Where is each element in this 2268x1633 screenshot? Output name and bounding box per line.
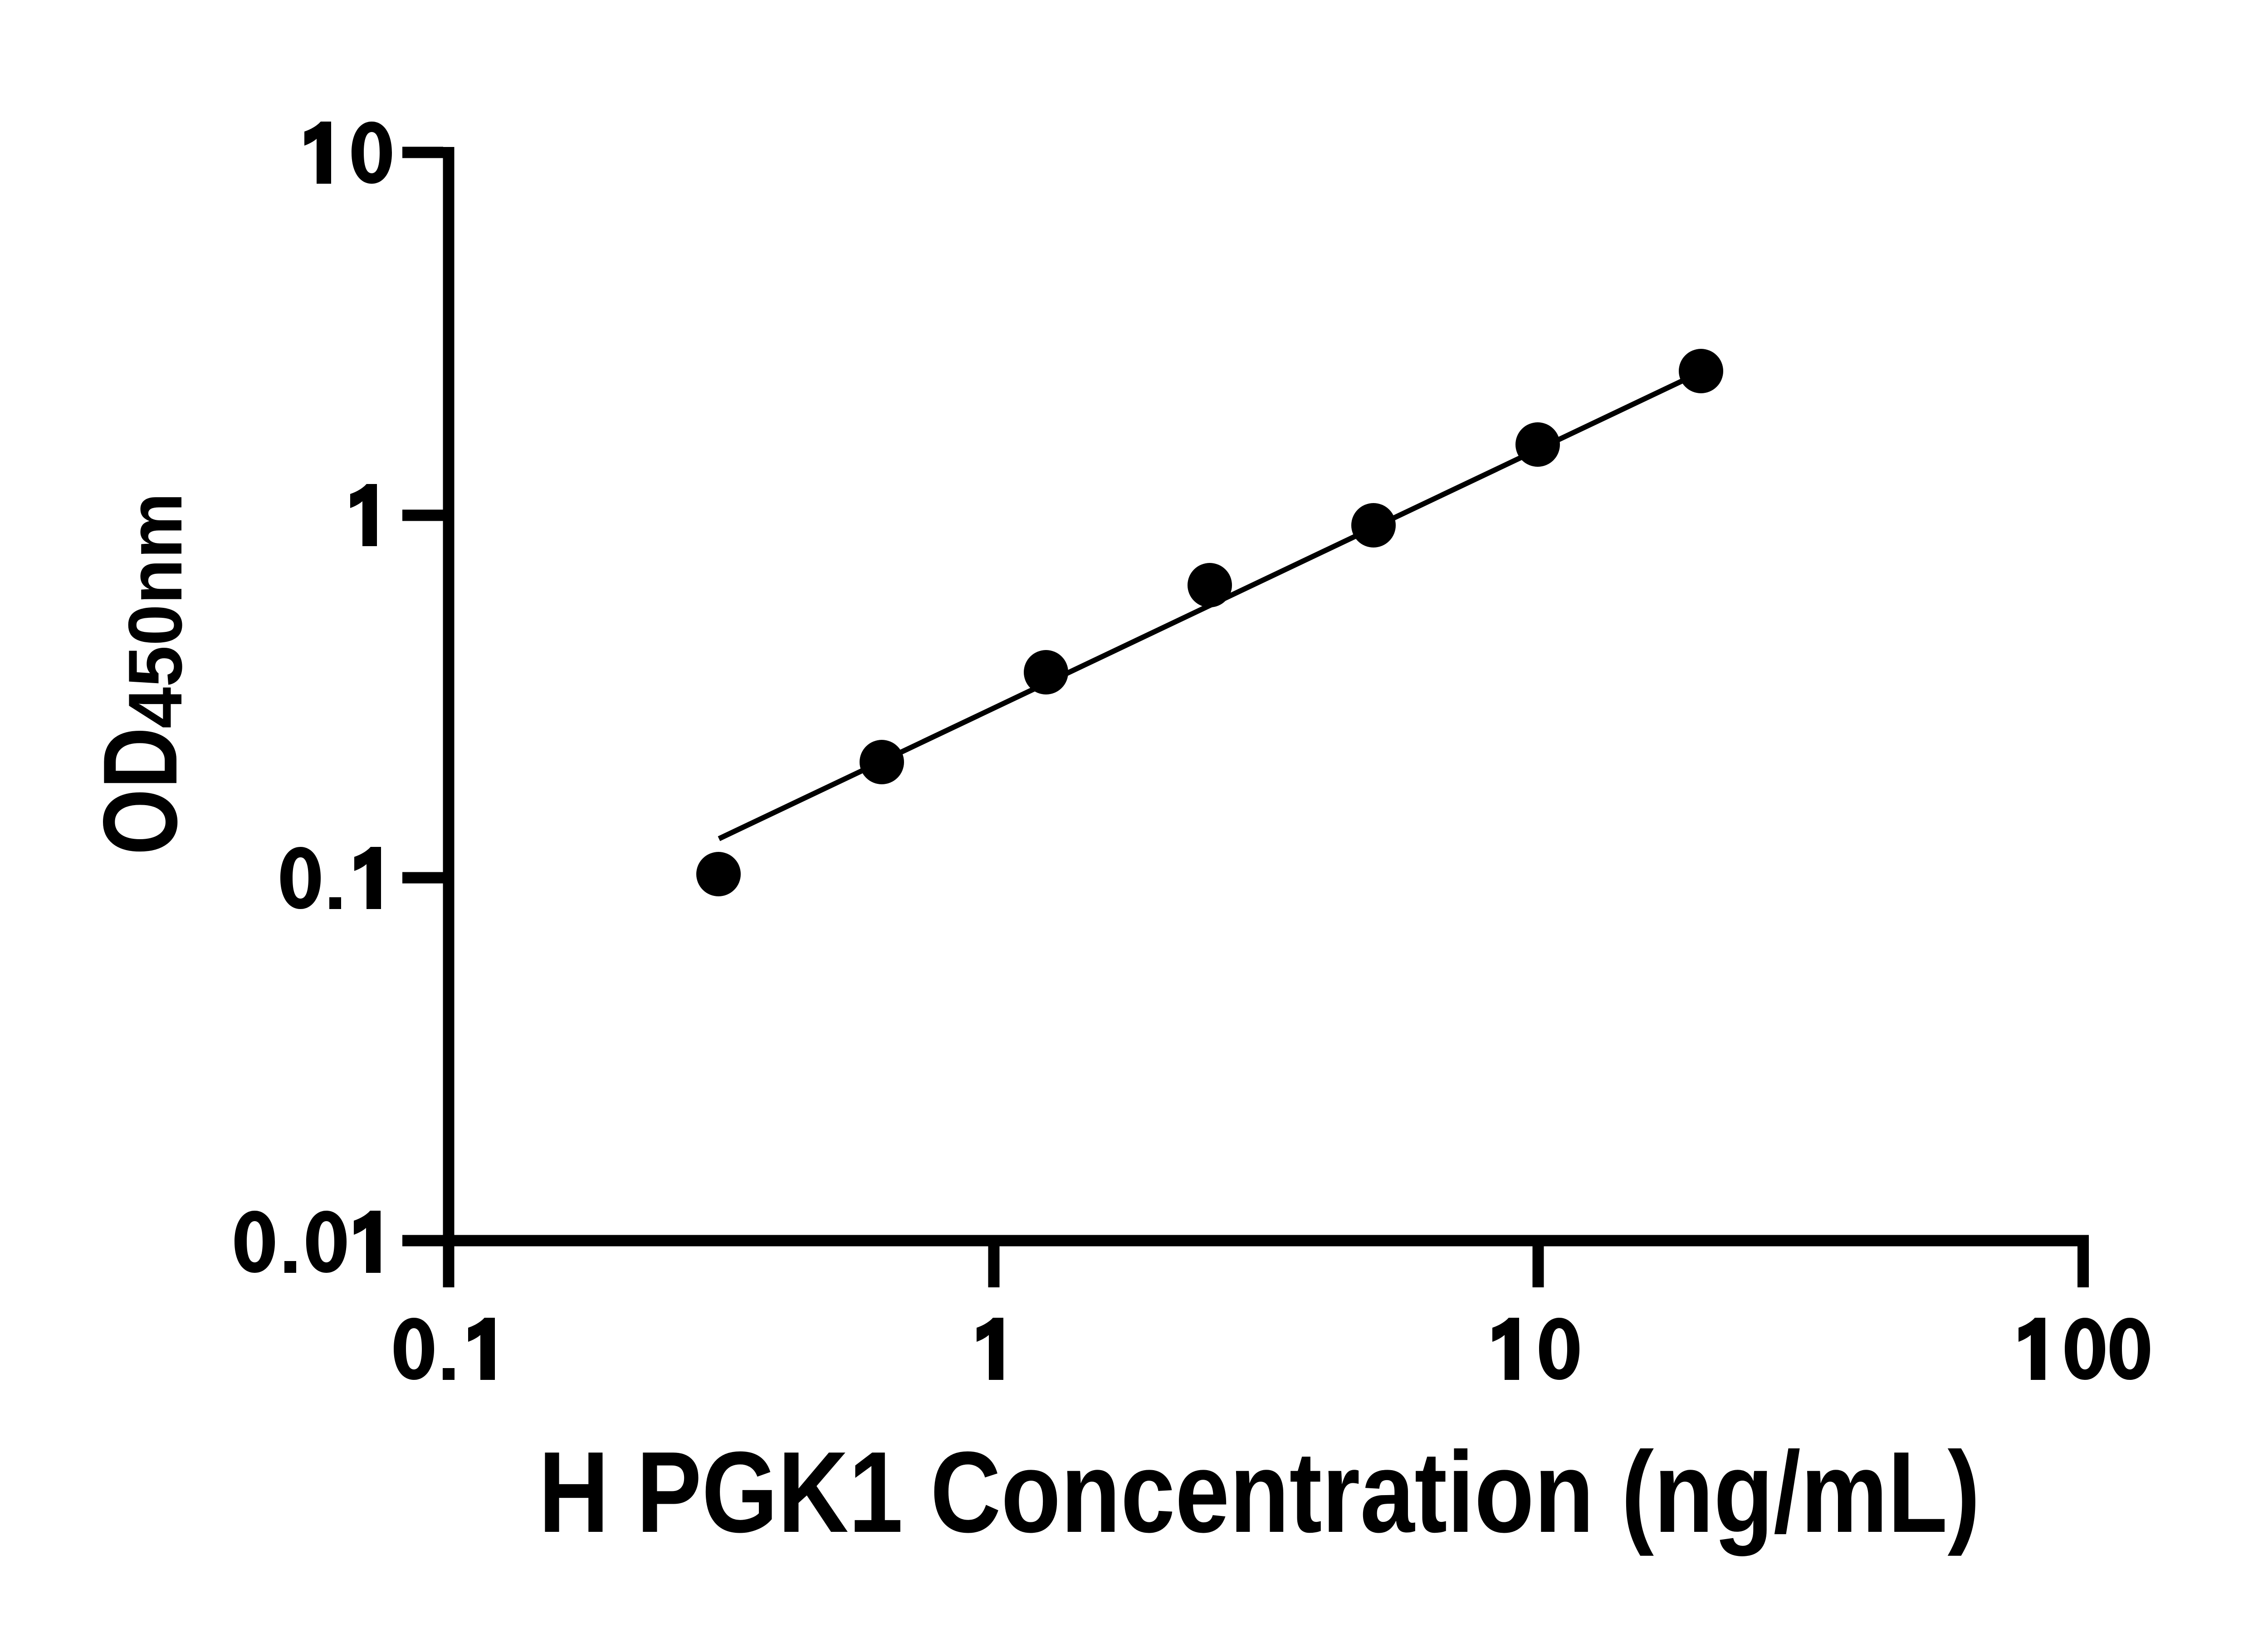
svg-text:H PGK1 Concentration (ng/mL): H PGK1 Concentration (ng/mL) — [538, 1428, 1980, 1556]
svg-text:450nm: 450nm — [113, 493, 198, 728]
svg-text:OD: OD — [81, 727, 199, 855]
